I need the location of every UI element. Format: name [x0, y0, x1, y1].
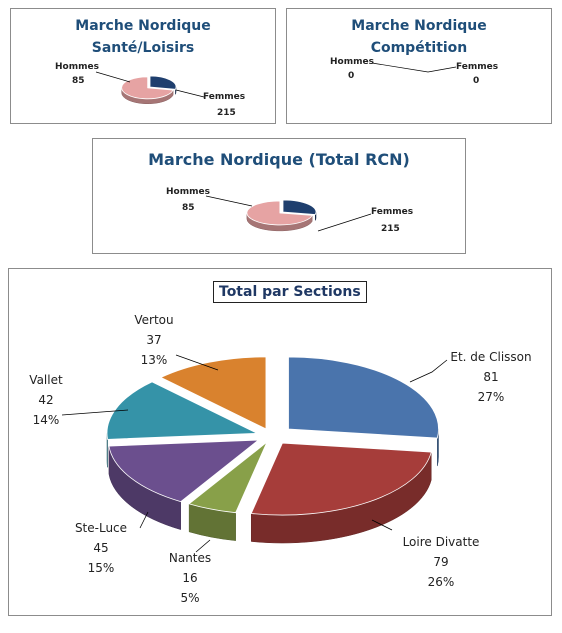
slice-value: 79 — [433, 555, 449, 569]
sections-slice-2 — [188, 441, 268, 514]
slice-value: 45 — [93, 541, 109, 555]
chart-panel-total-rcn: Marche Nordique (Total RCN) — [92, 138, 466, 254]
slice-value: 42 — [38, 393, 54, 407]
slice-percent: 26% — [427, 575, 455, 589]
slice-label-vallet: Vallet 42 14% — [20, 370, 72, 430]
slice-value: 37 — [146, 333, 162, 347]
slice-value-femmes: 215 — [217, 108, 236, 118]
leader-line-zero — [371, 62, 457, 73]
leader-line-4 — [61, 409, 129, 416]
sante-slice-1 — [121, 76, 174, 100]
slice-percent: 5% — [180, 591, 200, 605]
leader-line-femmes — [317, 213, 372, 232]
chart-title-line2: Compétition — [370, 40, 468, 56]
chart-title: Total par Sections — [213, 281, 367, 303]
leader-line-hommes — [205, 195, 253, 207]
slice-percent: 14% — [32, 413, 60, 427]
slice-label-hommes: Hommes — [330, 57, 374, 67]
rcn-slice-0 — [282, 199, 317, 215]
slice-label-hommes: Hommes — [166, 187, 210, 197]
leader-line-0 — [409, 359, 448, 383]
slice-value-femmes: 0 — [473, 76, 480, 86]
slice-percent: 27% — [477, 390, 505, 404]
chart-title-line1: Marche Nordique — [75, 18, 211, 34]
slice-value: 16 — [182, 571, 198, 585]
slice-label-femmes: Femmes — [203, 92, 246, 102]
leader-line-hommes — [95, 71, 131, 83]
slice-percent: 15% — [87, 561, 115, 575]
slice-value-femmes: 215 — [381, 224, 400, 234]
slice-name: Ste-Luce — [74, 521, 128, 535]
slice-percent: 13% — [140, 353, 168, 367]
slice-name: Vallet — [29, 373, 63, 387]
slice-name: Loire Divatte — [402, 535, 480, 549]
leader-line-3 — [139, 511, 149, 529]
slice-label-femmes: Femmes — [371, 207, 414, 217]
slice-value-hommes: 0 — [348, 71, 355, 81]
slice-label-steluce: Ste-Luce 45 15% — [66, 518, 136, 578]
leader-line-5 — [175, 354, 219, 371]
slice-label-hommes: Hommes — [55, 62, 99, 72]
slice-label-vertou: Vertou 37 13% — [124, 310, 184, 370]
slice-value-hommes: 85 — [182, 203, 195, 213]
chart-title-line2: Santé/Loisirs — [91, 40, 195, 56]
slice-name: Vertou — [134, 313, 174, 327]
slice-name: Nantes — [168, 551, 212, 565]
slice-label-loiredivatte: Loire Divatte 79 26% — [396, 532, 486, 592]
chart-panel-sante-loisirs: Marche Nordique Santé/Loisirs — [10, 8, 276, 124]
slice-value-hommes: 85 — [72, 76, 85, 86]
sections-slice-3 — [108, 439, 260, 503]
slice-value: 81 — [483, 370, 499, 384]
leader-line-femmes — [175, 89, 205, 98]
chart-panel-competition: Marche Nordique Compétition — [286, 8, 552, 124]
slice-name: Et. de Clisson — [450, 350, 532, 364]
sections-slice-1 — [250, 442, 432, 516]
leader-line-1 — [371, 519, 393, 531]
slice-label-etclisson: Et. de Clisson 81 27% — [446, 347, 536, 407]
leader-line-2 — [195, 539, 211, 553]
sections-slice-0 — [288, 356, 439, 439]
rcn-slice-1 — [246, 200, 313, 226]
chart-title: Marche Nordique (Total RCN) — [148, 150, 410, 169]
sections-slice-4 — [106, 381, 258, 440]
chart-panel-sections: Total par Sections — [8, 268, 552, 616]
sante-slice-0 — [149, 75, 177, 90]
slice-label-nantes: Nantes 16 5% — [160, 548, 220, 608]
slice-label-femmes: Femmes — [456, 62, 499, 72]
sections-slice-5 — [160, 356, 267, 430]
chart-title-line1: Marche Nordique — [351, 18, 487, 34]
